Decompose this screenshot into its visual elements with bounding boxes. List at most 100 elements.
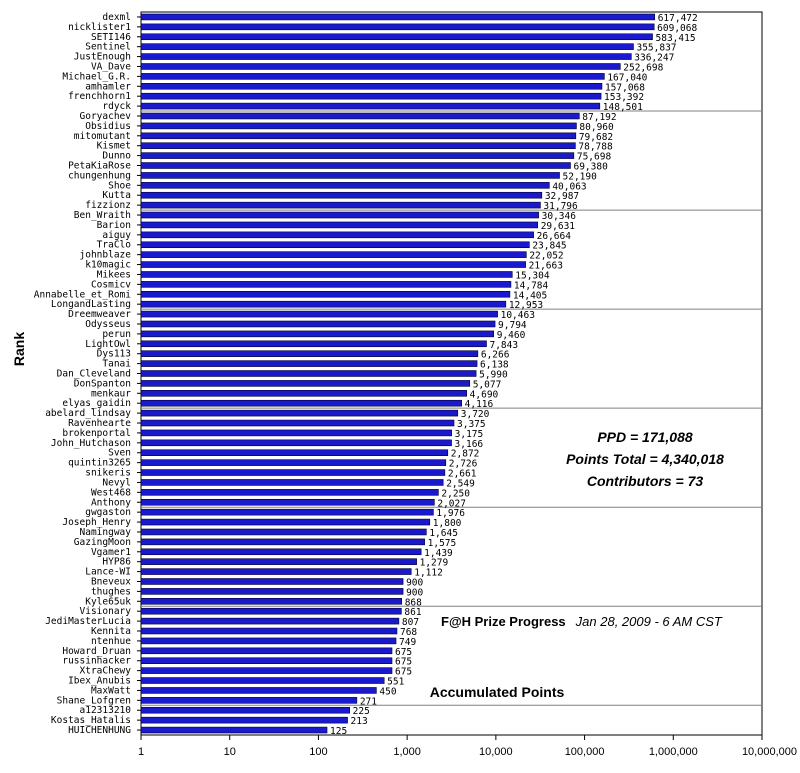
bar <box>140 538 425 546</box>
x-tick-label: 1 <box>138 746 144 758</box>
category-label: a12313210 <box>80 705 132 716</box>
value-labels: 617,472609,068583,415355,837336,247252,6… <box>330 13 698 737</box>
category-label: West468 <box>91 487 131 498</box>
bar <box>140 558 417 565</box>
category-label: Kyle65uk <box>85 596 131 607</box>
value-label: 75,698 <box>577 152 612 163</box>
category-label: Dys113 <box>97 349 131 360</box>
value-label: 2,872 <box>451 449 480 460</box>
category-label: thughes <box>91 586 131 597</box>
category-label: John_Hutchason <box>51 438 131 449</box>
bar <box>140 182 550 189</box>
bar <box>140 73 605 80</box>
y-axis-title: Rank <box>11 332 27 366</box>
value-label: 861 <box>404 607 421 618</box>
bar <box>140 390 467 397</box>
x-tick-label: 1,000,000 <box>649 746 698 758</box>
category-label: perun <box>102 329 131 340</box>
svg-text:F@H Prize Progress Jan 2: F@H Prize Progress Jan 28, 2009 - 6 AM C… <box>441 613 723 630</box>
value-label: 900 <box>406 577 423 588</box>
value-label: 3,720 <box>461 409 490 420</box>
category-label: nicklister1 <box>68 22 131 33</box>
value-label: 2,661 <box>448 469 477 480</box>
category-label: brokenportal <box>62 428 131 439</box>
category-label: Annabelle_et_Romi <box>34 289 132 300</box>
bar <box>140 498 435 506</box>
value-label: 252,698 <box>623 62 663 73</box>
value-label: 148,501 <box>603 102 643 113</box>
value-label: 450 <box>379 686 396 697</box>
category-label: Bneveux <box>91 576 131 587</box>
category-label: JediMasterLucia <box>45 616 131 627</box>
value-label: 807 <box>402 617 419 628</box>
bar <box>140 657 393 664</box>
category-label: Joseph_Henry <box>62 517 131 528</box>
bar <box>140 152 575 159</box>
category-label: GazingMoon <box>74 537 131 548</box>
bar <box>140 172 560 179</box>
value-label: 6,266 <box>481 350 510 361</box>
category-label: elyas_gaidin <box>62 398 131 409</box>
value-label: 900 <box>406 587 423 598</box>
value-label: 1,645 <box>429 528 458 539</box>
stat-contributors: Contributors = 73 <box>587 473 704 489</box>
category-label: HUICHENHUNG <box>68 725 131 736</box>
bar <box>140 449 449 457</box>
category-label: Nevyl <box>102 477 131 488</box>
category-label: Cosmicv <box>91 279 131 290</box>
category-label: Kostas_Hatalis <box>51 715 131 726</box>
chart-title: F@H Prize Progress <box>441 614 566 629</box>
category-label: Kennita <box>91 626 131 637</box>
category-label: johnblaze <box>80 250 132 261</box>
category-label: MaxWatt <box>91 685 131 696</box>
bar <box>140 320 496 328</box>
bar <box>140 221 539 229</box>
category-label: Sentinel <box>85 42 131 53</box>
category-label: Sven <box>108 448 131 459</box>
category-label: menkaur <box>91 388 131 399</box>
category-label: Tanai <box>102 359 131 370</box>
bar <box>140 63 621 70</box>
value-label: 21,663 <box>529 261 563 272</box>
bar <box>140 667 393 674</box>
category-label: Kismet <box>97 141 131 152</box>
value-label: 52,190 <box>563 171 598 182</box>
bar <box>140 687 377 694</box>
category-label: JustEnough <box>74 52 131 63</box>
category-label: HYP86 <box>102 557 131 568</box>
bar <box>140 647 393 655</box>
value-label: 3,175 <box>455 429 484 440</box>
x-tick-label: 100 <box>309 746 327 758</box>
bar <box>140 92 602 100</box>
bar <box>140 617 400 625</box>
bar <box>140 310 498 318</box>
value-label: 31,796 <box>543 201 578 212</box>
bar <box>140 588 404 595</box>
category-label: Michael_G.R. <box>62 71 131 82</box>
category-label: fizzionz <box>85 200 131 211</box>
value-label: 29,631 <box>541 221 576 232</box>
value-label: 271 <box>360 696 377 707</box>
value-label: 12,953 <box>509 300 543 311</box>
x-tick-label: 1,000 <box>393 746 421 758</box>
category-label: Shoe <box>108 180 131 191</box>
bar <box>140 211 539 219</box>
bar <box>140 300 507 308</box>
category-label: k10magic <box>85 260 131 271</box>
bar <box>140 142 576 149</box>
x-axis-title: Accumulated Points <box>430 684 565 700</box>
value-label: 675 <box>395 667 412 678</box>
value-label: 3,375 <box>457 419 486 430</box>
bar <box>140 53 632 60</box>
bar <box>140 191 543 199</box>
stats-block: PPD = 171,088 Points Total = 4,340,018 C… <box>566 429 724 489</box>
bar <box>140 607 402 615</box>
value-label: 1,112 <box>414 568 443 579</box>
value-label: 40,063 <box>552 181 586 192</box>
value-label: 4,690 <box>470 389 499 400</box>
grid-lines <box>141 110 762 706</box>
value-label: 868 <box>405 597 422 608</box>
bar <box>140 83 603 90</box>
bar <box>140 380 471 387</box>
category-label: Vgamer1 <box>91 547 131 558</box>
